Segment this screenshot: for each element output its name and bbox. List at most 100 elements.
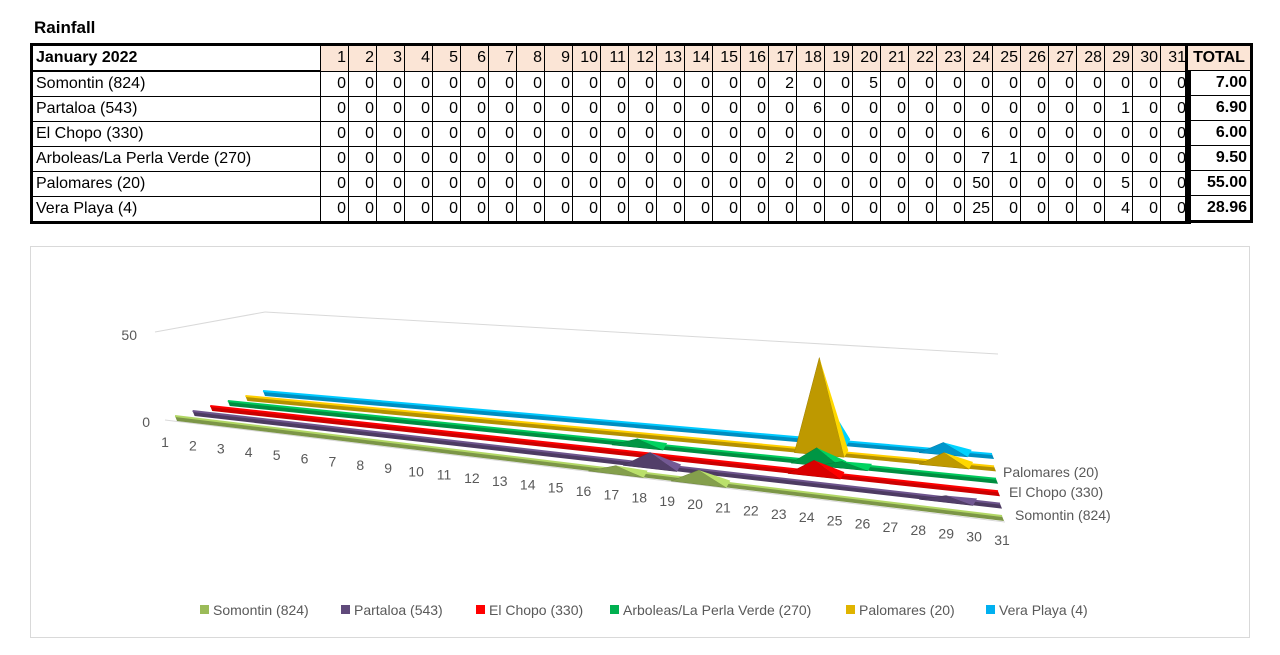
rain-value: 0 [740,171,769,197]
day-header: 27 [1048,44,1077,72]
legend-swatch [476,605,485,614]
rain-value: 0 [348,70,377,97]
rain-value: 0 [516,96,545,122]
total-value: 7.00 [1186,70,1252,96]
rain-value: 0 [684,121,713,147]
legend-swatch [846,605,855,614]
rain-value: 0 [348,146,377,172]
rain-value: 0 [1076,171,1105,197]
table-row: Arboleas/La Perla Verde (270) 0 0 0 0 0 0 0 0 0 0 0… [31,146,1190,172]
rain-value: 6 [964,121,993,147]
rain-value: 0 [992,96,1021,122]
rain-value: 0 [544,171,573,197]
total-row: 55.00 [1186,170,1252,196]
day-header: 16 [740,44,769,72]
series-ribbon-top [192,410,1001,505]
rain-value: 0 [656,121,685,147]
rain-value: 0 [516,146,545,172]
series-peak [622,452,678,472]
x-tick-label: 5 [273,447,281,463]
chart-frame [30,246,1250,638]
totals-table: TOTAL 7.00 6.90 6.00 9.50 55.00 28.96 [1185,43,1253,223]
x-tick-label: 6 [301,450,309,466]
rain-value: 0 [404,146,433,172]
x-tick-label: 4 [245,444,253,460]
rain-value: 0 [320,121,349,147]
rain-value: 0 [460,196,489,223]
series-peak [588,465,644,478]
rain-value: 0 [1132,96,1161,122]
gridline-left [154,311,266,333]
x-tick-label: 24 [799,509,815,525]
rain-value: 0 [824,146,853,172]
rain-value: 0 [488,146,517,172]
series-peak-side [814,460,845,480]
total-row: 6.90 [1186,95,1252,121]
table-row: Vera Playa (4) 0 0 0 0 0 0 0 0 0 0 0 0 0 0 0 0 0 0 0 0 0 0 0 25 0… [31,196,1190,223]
rain-value: 0 [600,96,629,122]
legend-swatch [610,605,619,614]
legend-label: Arboleas/La Perla Verde (270) [623,602,811,618]
rain-value: 0 [628,196,657,223]
rain-value: 0 [1104,70,1133,97]
rain-value: 0 [432,146,461,172]
depth-axis-label: El Chopo (330) [1009,484,1103,500]
day-header: 30 [1132,44,1161,72]
rain-value: 0 [404,196,433,223]
rain-value: 0 [992,171,1021,197]
station-name: El Chopo (330) [31,121,321,147]
rain-value: 0 [1076,196,1105,223]
rain-value: 0 [348,196,377,223]
x-tick-label: 11 [437,467,452,483]
rain-value: 0 [600,70,629,97]
day-header: 18 [796,44,825,72]
depth-axis-label: Palomares (20) [1003,464,1099,480]
day-header: 7 [488,44,517,72]
day-header: 19 [824,44,853,72]
rain-value: 0 [320,146,349,172]
x-tick-label: 1 [161,434,169,450]
rain-value: 1 [992,146,1021,172]
day-header: 29 [1104,44,1133,72]
x-tick-label: 18 [632,490,648,506]
rain-value: 0 [824,171,853,197]
legend-swatch [341,605,350,614]
rain-value: 0 [1132,196,1161,223]
x-tick-label: 21 [715,499,731,515]
rain-value: 0 [796,146,825,172]
rain-value: 0 [740,121,769,147]
rain-value: 2 [768,70,797,97]
rain-value: 0 [348,96,377,122]
series-ribbon-top [262,390,993,455]
x-tick-label: 28 [911,522,927,538]
rain-value: 0 [684,196,713,223]
x-tick-label: 8 [356,457,364,473]
rain-value: 0 [572,171,601,197]
day-header: 10 [572,44,601,72]
rain-value: 0 [516,121,545,147]
rain-value: 0 [404,96,433,122]
table-row: Palomares (20) 0 0 0 0 0 0 0 0 0 0 0 0 0 0 0 0 0 0 0 0 0 0 0 50 0… [31,171,1190,197]
rain-value: 0 [880,121,909,147]
rain-value: 0 [656,70,685,97]
rain-value: 0 [1020,121,1049,147]
series-peak [918,452,970,470]
x-tick-label: 19 [659,493,675,509]
day-header: 11 [600,44,629,72]
rain-value: 25 [964,196,993,223]
x-tick-label: 20 [687,496,703,512]
x-tick-label: 2 [189,437,197,453]
rain-value: 0 [572,96,601,122]
rain-value: 6 [796,96,825,122]
x-tick-label: 10 [408,463,424,479]
x-tick-label: 27 [883,519,899,535]
rain-value: 0 [852,171,881,197]
rain-value: 0 [1132,171,1161,197]
y-tick-label: 50 [121,327,137,343]
rain-value: 0 [936,171,965,197]
rain-value: 0 [572,121,601,147]
day-header: 5 [432,44,461,72]
rain-value: 0 [1076,121,1105,147]
rain-value: 5 [852,70,881,97]
